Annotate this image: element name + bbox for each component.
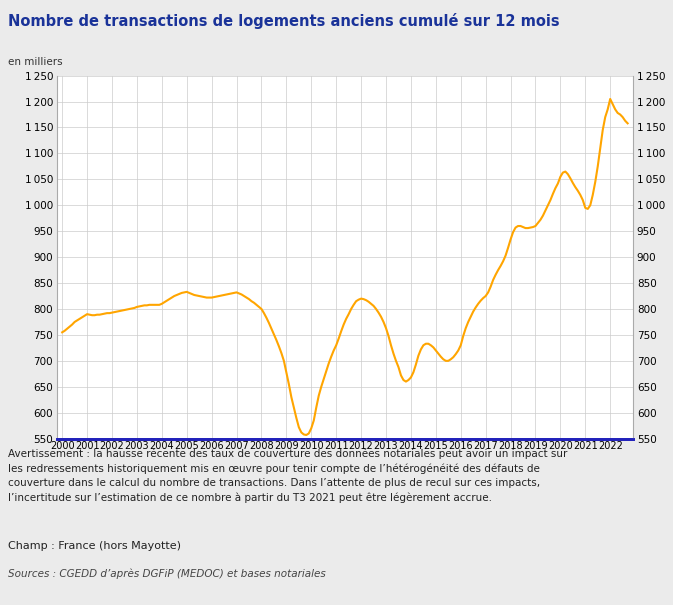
Text: Avertissement : la hausse récente des taux de couverture des données notariales : Avertissement : la hausse récente des ta… [8,449,567,503]
Text: en milliers: en milliers [8,56,63,67]
Text: Sources : CGEDD d’après DGFiP (MEDOC) et bases notariales: Sources : CGEDD d’après DGFiP (MEDOC) et… [8,569,326,579]
Text: Nombre de transactions de logements anciens cumulé sur 12 mois: Nombre de transactions de logements anci… [8,13,560,29]
Text: Champ : France (hors Mayotte): Champ : France (hors Mayotte) [8,541,181,552]
